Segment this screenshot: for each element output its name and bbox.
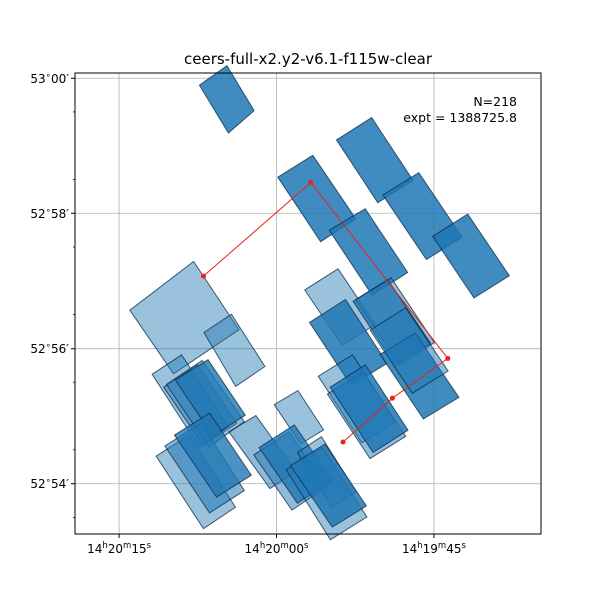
x-tick-label: 14h20m15s [87,541,152,556]
path-layer [200,179,451,445]
annotation-expt: expt = 1388725.8 [403,110,517,125]
path-point [445,355,451,361]
path-point [308,179,314,185]
footprint-polygon [198,64,255,134]
chart-title: ceers-full-x2.y2-v6.1-f115w-clear [184,50,433,68]
y-tick-label: 52∘56′ [30,341,69,356]
footprints [129,64,511,541]
plot-area [75,64,541,541]
path-point [340,439,346,445]
footprint-polygon [289,443,368,528]
axes-frame [74,72,542,535]
footprint-polygon [203,313,266,388]
footprint-polygon [329,364,409,454]
y-tick-label: 53∘00′ [30,71,69,86]
x-tick-label: 14h19m45s [402,541,467,556]
y-tick-label: 52∘58′ [30,206,69,221]
path-point [200,273,206,279]
ticks: 14h20m15s 14h20m00s 14h19m45s 52∘54′ 52∘56′ 5… [30,71,466,556]
footprint-polygon [173,412,253,498]
footprint-polygon [431,213,511,299]
footprint-polygon [174,359,247,437]
annotation-n: N=218 [473,94,517,109]
footprint-polygon [328,208,409,296]
y-tick-label: 52∘54′ [30,476,69,491]
x-tick-label: 14h20m00s [245,541,310,556]
path-point [389,395,395,401]
